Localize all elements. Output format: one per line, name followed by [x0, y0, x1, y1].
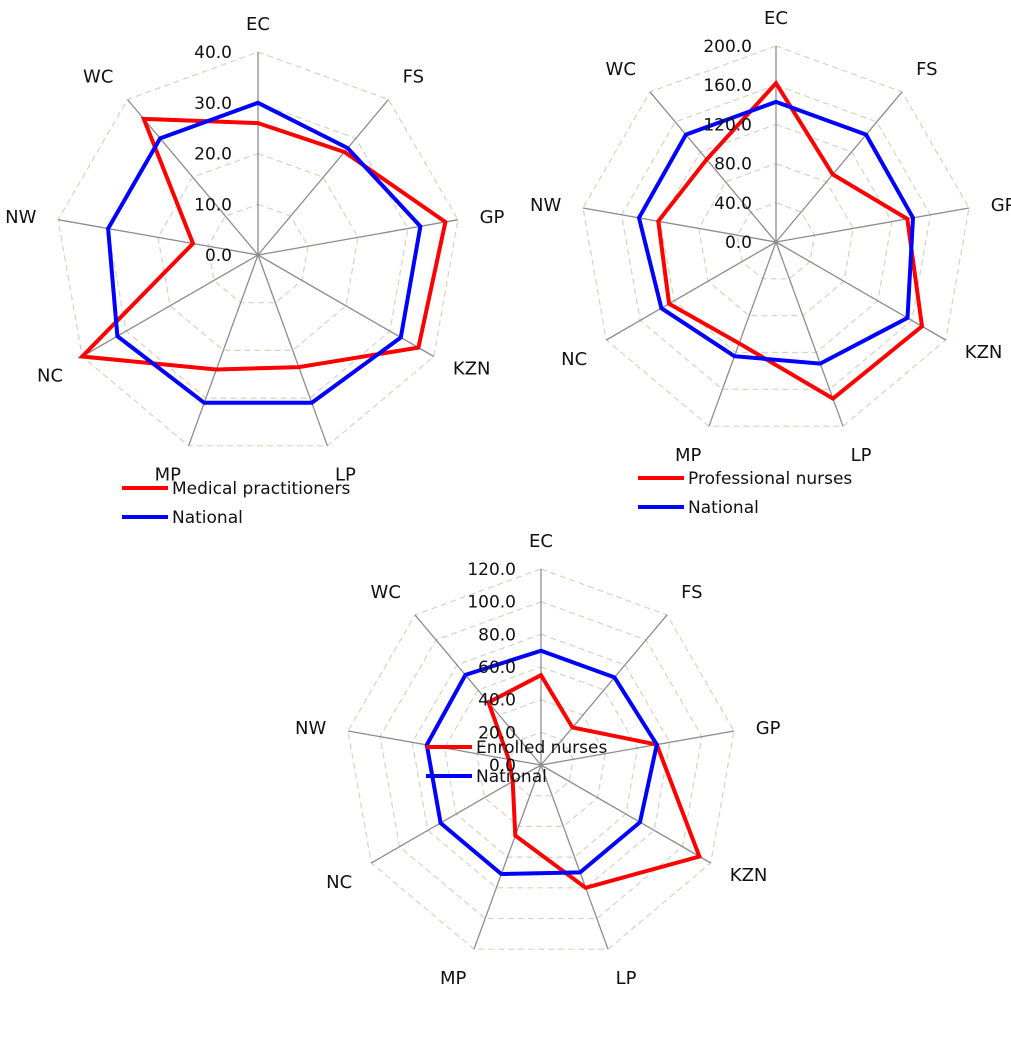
grid-ring [620, 84, 932, 390]
legend-label: National [476, 767, 547, 787]
category-label-nc: NC [37, 366, 63, 387]
tick-label: 20.0 [478, 723, 516, 743]
legend: Enrolled nurses National [426, 738, 607, 787]
tick-label: 40.0 [478, 691, 516, 711]
radar-chart-2: 0.0 40.0 80.0 120.0 160.0 200.0 EC FS GP KZN LP MP N… [530, 8, 1011, 518]
axis-spoke [257, 99, 389, 256]
tick-label: 40.0 [194, 43, 232, 63]
axis-spoke [775, 241, 844, 427]
category-label-wc: WC [83, 67, 113, 88]
axis-spoke [57, 219, 259, 256]
axis-spoke [649, 91, 777, 243]
category-label-kzn: KZN [965, 342, 1003, 363]
legend-label: Medical practitioners [172, 479, 350, 499]
category-label-fs: FS [916, 59, 937, 80]
tick-label: 80.0 [714, 155, 752, 175]
category-label-fs: FS [403, 67, 424, 88]
category-label-ec: EC [764, 8, 788, 29]
axis-spoke [540, 764, 712, 864]
grid-ring [347, 568, 735, 950]
tick-label: 100.0 [467, 593, 516, 613]
category-label-nc: NC [561, 349, 587, 370]
series-line-primary [656, 79, 925, 402]
tick-label: 0.0 [205, 246, 232, 266]
grid-ring [411, 633, 671, 889]
axis-spoke [775, 207, 970, 243]
grid-ring [736, 202, 816, 280]
grid-ring [508, 731, 574, 797]
category-label-gp: GP [480, 207, 505, 228]
category-label-nw: NW [5, 207, 36, 228]
axis-spoke [257, 254, 435, 358]
axis-spoke [81, 254, 259, 358]
axis-spoke [540, 764, 609, 950]
legend-label: National [688, 498, 759, 518]
grid-ring [157, 152, 359, 351]
tick-label: 160.0 [703, 76, 752, 96]
tick-label: 200.0 [703, 37, 752, 57]
tick-label: 60.0 [478, 658, 516, 678]
legend-label: Enrolled nurses [476, 738, 607, 758]
axis-spoke [775, 91, 903, 243]
radar-chart-3: 0.0 20.0 40.0 60.0 80.0 100.0 120.0 EC FS GP KZN LP… [295, 531, 781, 989]
axis-spoke [540, 614, 668, 766]
axis-spoke [414, 614, 542, 766]
radar-chart-1: 0.0 10.0 20.0 30.0 40.0 EC FS GP KZN LP MP NC NW WC Me… [5, 14, 504, 528]
grid-ring [379, 601, 703, 920]
axis-spoke [582, 207, 777, 243]
axis-spoke [257, 254, 329, 447]
category-label-mp: MP [155, 464, 182, 485]
axis-spoke [127, 99, 259, 256]
axis-spoke [187, 254, 259, 447]
legend-label: Professional nurses [688, 469, 852, 489]
category-label-kzn: KZN [730, 865, 768, 886]
category-label-mp: MP [440, 968, 467, 989]
tick-label: 10.0 [194, 195, 232, 215]
axis-spoke [473, 764, 542, 950]
series-line-primary [77, 116, 448, 372]
grid-ring [476, 699, 606, 828]
grid-ring [659, 123, 893, 354]
category-label-lp: LP [851, 445, 872, 466]
grid-ring [582, 45, 970, 427]
grid-ring [698, 162, 854, 317]
axis-spoke [605, 241, 777, 341]
category-label-lp: LP [335, 464, 356, 485]
tick-label: 80.0 [478, 625, 516, 645]
category-label-fs: FS [681, 582, 702, 603]
series-line-national [636, 99, 916, 366]
category-label-mp: MP [675, 445, 702, 466]
axis-spoke [708, 241, 777, 427]
tick-label: 0.0 [489, 756, 516, 776]
series-line-national [106, 100, 423, 405]
category-label-wc: WC [371, 582, 401, 603]
category-label-lp: LP [616, 968, 637, 989]
tick-label: 30.0 [194, 94, 232, 114]
category-label-ec: EC [246, 14, 270, 35]
legend: Medical practitioners National [122, 479, 350, 528]
series-line-national [424, 648, 659, 877]
category-label-nw: NW [530, 195, 561, 216]
category-label-gp: GP [991, 195, 1011, 216]
legend-label: National [172, 508, 243, 528]
tick-label: 120.0 [703, 115, 752, 135]
tick-label: 0.0 [725, 233, 752, 253]
category-label-kzn: KZN [453, 359, 491, 380]
axis-spoke [540, 730, 735, 766]
axis-spoke [257, 219, 459, 256]
tick-label: 20.0 [194, 145, 232, 165]
grid-ring [207, 203, 309, 304]
category-label-nw: NW [295, 718, 326, 739]
series-line-primary [486, 672, 703, 890]
legend: Professional nurses National [638, 469, 852, 518]
category-label-ec: EC [529, 531, 553, 552]
axis-spoke [775, 241, 947, 341]
category-label-wc: WC [606, 59, 636, 80]
category-label-nc: NC [326, 872, 352, 893]
tick-label: 40.0 [714, 194, 752, 214]
grid-ring [57, 51, 459, 447]
category-label-gp: GP [756, 718, 781, 739]
tick-label: 120.0 [467, 560, 516, 580]
